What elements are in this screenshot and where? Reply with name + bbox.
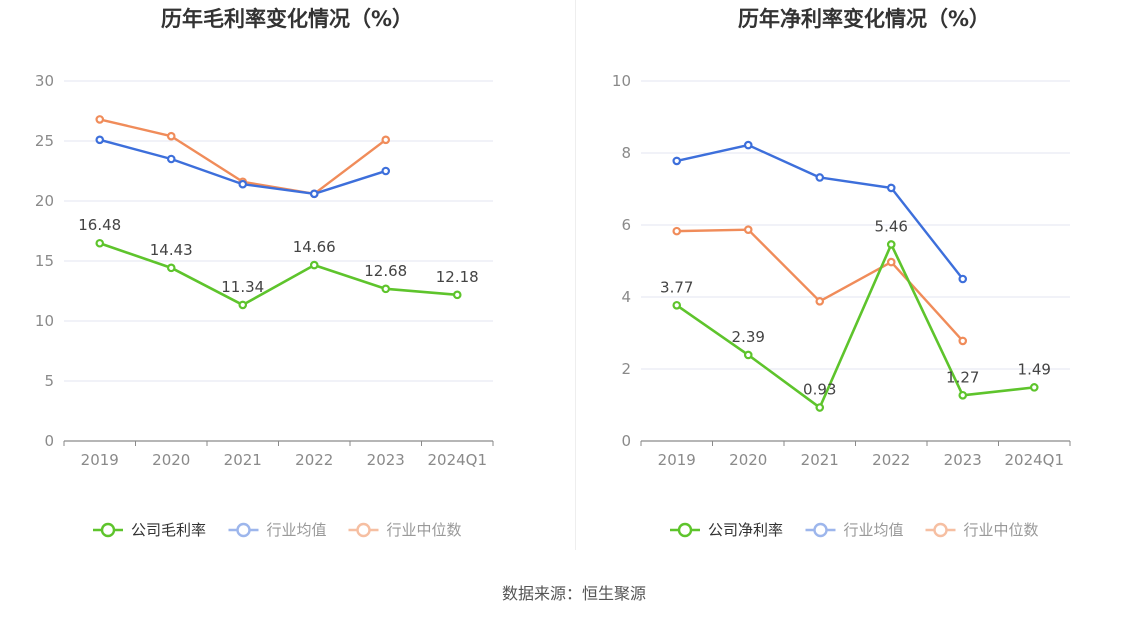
legend-item-1[interactable]: 行业均值: [228, 521, 327, 539]
gross-margin-chart-title: 历年毛利率变化情况（%）: [160, 7, 414, 31]
legend-item-2[interactable]: 行业中位数: [925, 521, 1039, 539]
data-point[interactable]: [166, 131, 176, 141]
data-point[interactable]: [815, 173, 825, 182]
series-line-0: [99, 242, 458, 307]
net-margin-line-chart: 0 2 4 6 8 10 2019 2020 2021 2022 2023 2024Q1 3.77 2.3…: [612, 72, 1071, 539]
y-tick-label: 8: [621, 144, 631, 162]
data-point[interactable]: [95, 115, 105, 124]
y-tick-label: 4: [621, 288, 631, 306]
y-tick-label: 10: [612, 72, 631, 90]
data-point[interactable]: [166, 263, 176, 273]
legend-label: 行业均值: [267, 521, 327, 539]
x-tick-label: 2020: [729, 451, 767, 469]
data-label: 12.18: [436, 268, 479, 286]
x-tick-label: 2021: [224, 451, 262, 469]
data-label: 1.49: [1018, 360, 1051, 378]
x-tick-label: 2022: [872, 451, 910, 469]
x-tick-label: 2024Q1: [427, 451, 487, 469]
data-point[interactable]: [95, 135, 105, 145]
y-tick-label: 0: [44, 432, 54, 450]
data-point[interactable]: [815, 403, 825, 412]
legend-label: 公司净利率: [708, 521, 783, 539]
legend-marker-icon: [677, 522, 693, 538]
data-label: 5.46: [875, 217, 908, 235]
data-point[interactable]: [743, 140, 753, 150]
legend-item-0[interactable]: 公司毛利率: [93, 521, 206, 539]
legend-item-0[interactable]: 公司净利率: [670, 521, 783, 539]
y-tick-label: 10: [35, 312, 54, 330]
x-tick-label: 2019: [658, 451, 696, 469]
data-point[interactable]: [886, 240, 896, 249]
data-label: 16.48: [78, 216, 121, 234]
data-label: 14.66: [293, 238, 336, 256]
data-point[interactable]: [815, 297, 825, 306]
data-point[interactable]: [381, 135, 391, 145]
legend-item-1[interactable]: 行业均值: [805, 521, 904, 539]
data-point[interactable]: [452, 290, 462, 300]
y-tick-label: 25: [35, 132, 54, 150]
y-tick-label: 0: [621, 432, 631, 450]
x-tick-label: 2022: [295, 451, 333, 469]
data-point[interactable]: [958, 274, 968, 284]
series-line-1: [676, 143, 964, 280]
legend-label: 公司毛利率: [131, 521, 206, 539]
data-point[interactable]: [743, 350, 753, 360]
data-point[interactable]: [743, 225, 753, 234]
y-tick-label: 5: [44, 372, 54, 390]
data-point[interactable]: [672, 156, 682, 166]
data-label: 11.34: [221, 278, 264, 296]
y-tick-label: 20: [35, 192, 54, 210]
data-label: 0.93: [803, 381, 836, 399]
x-tick-label: 2023: [944, 451, 982, 469]
legend-marker-icon: [236, 522, 251, 538]
data-point[interactable]: [309, 189, 319, 199]
legend-item-2[interactable]: 行业中位数: [348, 521, 462, 539]
legend-marker-icon: [356, 522, 371, 538]
data-label: 1.27: [946, 368, 979, 386]
data-label: 3.77: [660, 278, 693, 296]
net-margin-chart-title: 历年净利率变化情况（%）: [737, 7, 991, 31]
y-tick-label: 2: [621, 360, 631, 378]
series-line-0: [676, 243, 1035, 409]
legend-marker-icon: [813, 522, 828, 538]
x-tick-label: 2021: [801, 451, 839, 469]
panel-divider: [575, 0, 576, 550]
x-tick-label: 2023: [367, 451, 405, 469]
x-tick-label: 2024Q1: [1004, 451, 1064, 469]
data-label: 2.39: [732, 328, 765, 346]
x-tick-label: 2020: [152, 451, 190, 469]
legend-label: 行业中位数: [387, 521, 462, 539]
data-point[interactable]: [381, 166, 391, 176]
data-point[interactable]: [958, 390, 968, 400]
y-tick-label: 6: [621, 216, 631, 234]
net-margin-chart-panel: 历年净利率变化情况（%） 0 2 4 6 8 10 2019 2020 2021 2022 2023…: [577, 0, 1148, 560]
y-tick-label: 30: [35, 72, 54, 90]
data-source-note: 数据来源：恒生聚源: [501, 584, 646, 603]
data-point[interactable]: [672, 300, 682, 310]
data-point[interactable]: [238, 179, 248, 189]
data-label: 12.68: [364, 262, 407, 280]
data-point[interactable]: [238, 300, 248, 310]
data-point[interactable]: [166, 154, 176, 164]
data-label: 14.43: [150, 241, 193, 259]
legend-marker-icon: [100, 522, 116, 538]
series-line-2: [676, 228, 964, 342]
y-tick-label: 15: [35, 252, 54, 270]
data-point[interactable]: [309, 260, 319, 270]
gross-margin-line-chart: 0 5 10 15 20 25 30 2019 2020 2021 2022 2023 2024Q1 16…: [35, 72, 494, 539]
legend-label: 行业中位数: [964, 521, 1039, 539]
data-point[interactable]: [95, 238, 105, 248]
data-point[interactable]: [1029, 383, 1039, 392]
data-point[interactable]: [672, 226, 682, 236]
data-point[interactable]: [958, 336, 968, 346]
x-tick-label: 2019: [81, 451, 119, 469]
data-point[interactable]: [886, 183, 896, 193]
data-point[interactable]: [381, 284, 391, 294]
gross-margin-chart-panel: 历年毛利率变化情况（%） 0 5 10 15 20 25 30 2019 2020 2021 202…: [0, 0, 574, 560]
legend-marker-icon: [933, 522, 948, 538]
data-point[interactable]: [886, 257, 896, 267]
legend-label: 行业均值: [844, 521, 904, 539]
